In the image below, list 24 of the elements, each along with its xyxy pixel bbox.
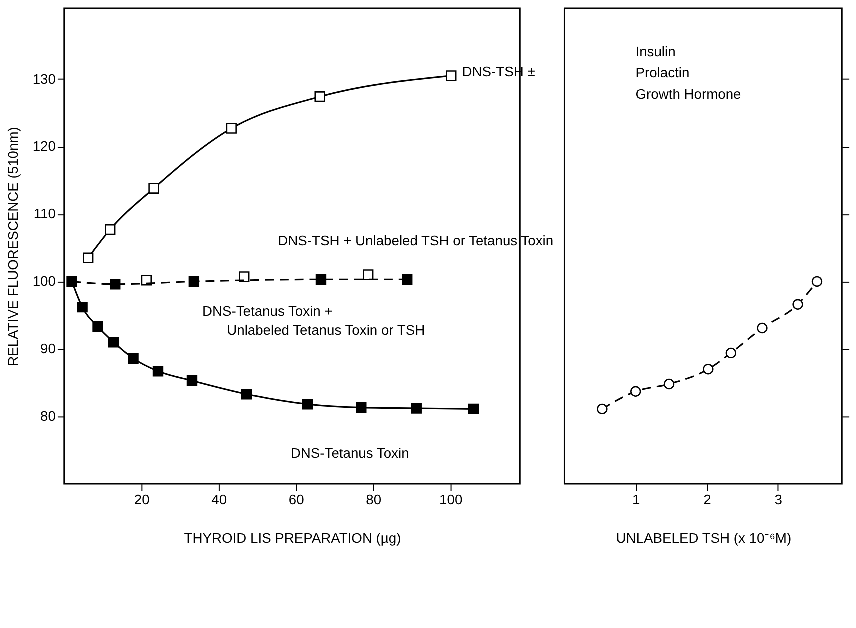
y-tick-label: 130: [32, 70, 56, 87]
y-tick-label: 120: [32, 138, 56, 154]
y-tick-label: 90: [40, 340, 56, 357]
annotation: DNS-TSH + Unlabeled TSH or Tetanus Toxin: [278, 232, 554, 248]
annotation: DNS-Tetanus Toxin: [290, 445, 410, 462]
x-tick-label: 80: [366, 491, 382, 508]
y-tick-label: 100: [32, 273, 56, 290]
y-tick-label: 110: [34, 206, 56, 222]
annotation: Growth Hormone: [636, 86, 742, 102]
x-tick-label: 40: [212, 491, 228, 508]
x-tick-label: 1: [632, 491, 640, 508]
x-tick-label: 100: [440, 491, 463, 508]
x-tick-label: 20: [134, 491, 150, 508]
x-tick-label: 3: [774, 491, 783, 508]
annotation: DNS-Tetanus Toxin +: [202, 302, 333, 319]
annotation: Unlabeled Tetanus Toxin or TSH: [227, 322, 426, 338]
x-tick-label: 60: [288, 491, 305, 508]
y-axis-title: RELATIVE FLUORESCENCE (510nm): [4, 127, 21, 366]
annotation: Prolactin: [636, 64, 690, 81]
y-tick-label: 80: [40, 408, 56, 424]
x-tick-label: 2: [704, 491, 712, 508]
x-axis-title: UNLABELED TSH (x 10⁻⁶M): [616, 530, 792, 546]
annotation: Insulin: [636, 44, 676, 60]
x-axis-title: THYROID LIS PREPARATION (µg): [184, 530, 402, 546]
